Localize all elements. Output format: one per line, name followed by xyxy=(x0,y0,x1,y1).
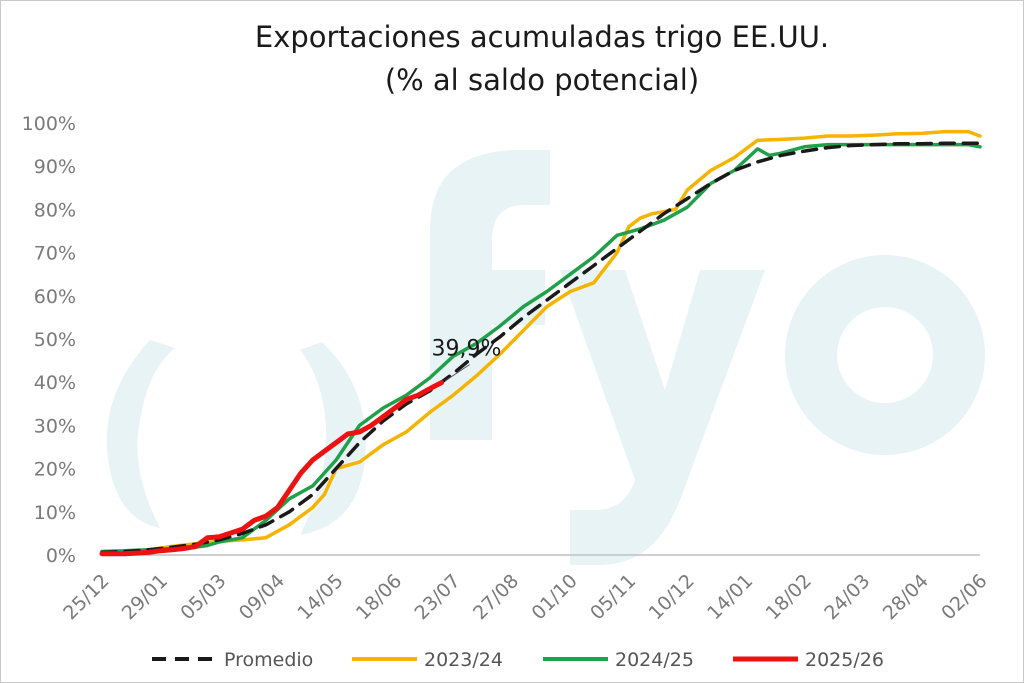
x-tick-label: 29/01 xyxy=(118,570,172,624)
y-tick-label: 0% xyxy=(46,545,76,567)
chart-title-line-1: Exportaciones acumuladas trigo EE.UU. xyxy=(255,20,829,54)
x-tick-label: 02/06 xyxy=(937,570,991,624)
y-tick-label: 30% xyxy=(34,415,76,437)
x-axis: 25/12 29/01 05/03 09/04 14/05 18/06 23/07 27/08… xyxy=(59,554,992,624)
x-tick-label: 18/06 xyxy=(352,570,406,624)
legend-label: Promedio xyxy=(224,649,313,671)
y-tick-label: 50% xyxy=(34,329,76,351)
x-tick-label: 14/01 xyxy=(703,570,757,624)
y-tick-label: 100% xyxy=(22,113,76,135)
x-tick-label: 27/08 xyxy=(469,570,523,624)
y-tick-label: 60% xyxy=(34,286,76,308)
x-tick-label: 25/12 xyxy=(59,570,113,624)
x-tick-label: 10/12 xyxy=(645,570,699,624)
annotation-layer: 39,9% xyxy=(432,337,502,382)
series-line-2024-25 xyxy=(100,142,982,554)
series-line-promedio xyxy=(100,141,982,555)
x-tick-label: 23/07 xyxy=(410,570,464,624)
y-tick-label: 70% xyxy=(34,243,76,265)
chart-title-line-2: (% al saldo potencial) xyxy=(385,63,699,97)
x-tick-label: 05/03 xyxy=(176,570,230,624)
y-axis-ticks: 0% 10% 20% 30% 40% 50% 60% 70% 80% 90% 100% xyxy=(22,113,76,567)
y-tick-label: 20% xyxy=(34,459,76,481)
fyo-watermark-logo xyxy=(106,150,985,565)
legend: Promedio 2023/24 2024/25 2025/26 xyxy=(152,649,884,671)
x-tick-label: 18/02 xyxy=(762,570,816,624)
annotation-label: 39,9% xyxy=(432,337,502,362)
annotation-leader-line xyxy=(445,364,470,382)
y-tick-label: 80% xyxy=(34,199,76,221)
legend-label: 2024/25 xyxy=(615,649,694,671)
series-line-2023-24 xyxy=(100,129,982,555)
series-layer xyxy=(99,129,982,557)
x-tick-label: 24/03 xyxy=(820,570,874,624)
y-tick-label: 40% xyxy=(34,372,76,394)
y-tick-label: 90% xyxy=(34,156,76,178)
series-line-2025-26 xyxy=(99,380,444,557)
x-tick-label: 01/10 xyxy=(528,570,582,624)
x-tick-label: 14/05 xyxy=(293,570,347,624)
y-tick-label: 10% xyxy=(34,502,76,524)
x-tick-label: 28/04 xyxy=(879,570,933,624)
x-tick-label: 05/11 xyxy=(586,570,640,624)
x-tick-label: 09/04 xyxy=(235,570,289,624)
legend-label: 2025/26 xyxy=(805,649,884,671)
legend-label: 2023/24 xyxy=(424,649,503,671)
